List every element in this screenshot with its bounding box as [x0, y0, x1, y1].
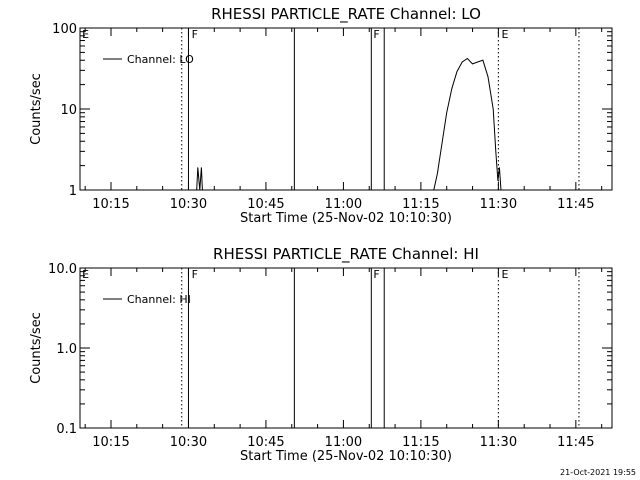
x-tick-label: 11:00 — [325, 435, 362, 450]
flag-label-3: F — [373, 28, 379, 41]
x-tick-label: 10:45 — [247, 435, 284, 450]
flag-label-1: E — [82, 28, 89, 41]
flag-label-2: F — [192, 268, 198, 281]
x-tick-label: 10:15 — [92, 197, 129, 212]
x-axis-label: Start Time (25-Nov-02 10:10:30) — [240, 211, 452, 226]
x-tick-label: 10:30 — [170, 435, 207, 450]
legend-label: Channel: LO — [127, 53, 194, 66]
chart-panel-2: RHESSI PARTICLE_RATE Channel: HI E F F E 10:1… — [29, 245, 613, 464]
flag-label-4: E — [501, 268, 508, 281]
flag-label-3: F — [373, 268, 379, 281]
chart-panel-1: RHESSI PARTICLE_RATE Channel: LO E F F E 10:1… — [29, 5, 613, 226]
flag-label-2: F — [192, 28, 198, 41]
plot-frame — [79, 267, 613, 429]
x-tick-label: 11:15 — [402, 435, 439, 450]
x-tick-label: 10:45 — [247, 197, 284, 212]
footer-timestamp: 21-Oct-2021 19:55 — [560, 468, 636, 477]
legend-label: Channel: HI — [127, 293, 191, 306]
series-line-1-segment-2 — [433, 57, 502, 191]
x-tick-label: 11:30 — [480, 435, 517, 450]
y-tick-label: 100 — [52, 22, 77, 37]
flag-label-4: E — [501, 28, 508, 41]
x-tick-label: 11:45 — [557, 197, 594, 212]
y-axis-label: Counts/sec — [29, 312, 44, 384]
x-tick-label: 11:15 — [402, 197, 439, 212]
y-axis-label: Counts/sec — [29, 73, 44, 145]
flag-label-1: E — [82, 268, 89, 281]
x-tick-label: 10:15 — [92, 435, 129, 450]
y-tick-label: 10 — [60, 103, 77, 118]
y-tick-label: 1 — [69, 184, 77, 199]
chart-title: RHESSI PARTICLE_RATE Channel: HI — [213, 245, 479, 264]
y-tick-label: 1.0 — [56, 342, 77, 357]
x-tick-label: 11:00 — [325, 197, 362, 212]
chart-title: RHESSI PARTICLE_RATE Channel: LO — [211, 5, 481, 24]
y-tick-label: 0.1 — [56, 422, 77, 437]
series-line-1-segment-1 — [196, 167, 203, 191]
y-tick-label: 10.0 — [48, 262, 77, 277]
x-axis-label: Start Time (25-Nov-02 10:10:30) — [240, 449, 452, 464]
x-tick-label: 11:45 — [557, 435, 594, 450]
x-tick-label: 11:30 — [480, 197, 517, 212]
x-tick-label: 10:30 — [170, 197, 207, 212]
